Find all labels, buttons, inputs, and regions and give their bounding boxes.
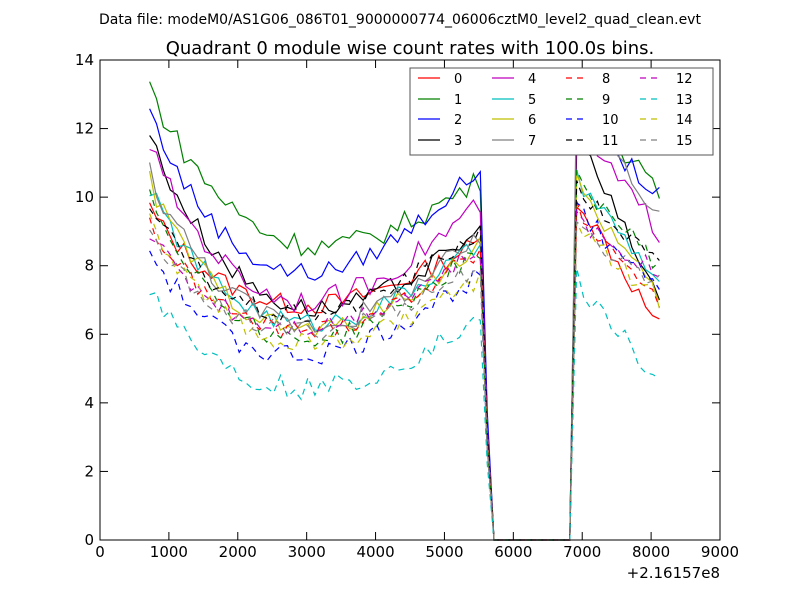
x-tick-label-6: 6000 [494,543,532,561]
legend-label-11: 11 [602,134,619,149]
x-tick-label-4: 4000 [356,543,394,561]
x-offset-label: +2.16157e8 [627,564,720,582]
y-tick-label-7: 14 [75,51,94,69]
series-line-12 [149,209,660,541]
series-line-15 [149,220,660,541]
legend-label-7: 7 [528,134,536,149]
plot-frame [99,59,721,541]
legend-box [409,67,714,156]
legend-label-1: 1 [454,93,462,108]
series-line-11 [149,180,660,541]
legend-label-13: 13 [676,93,693,108]
y-tick-label-3: 6 [84,325,94,343]
legend-label-12: 12 [676,72,693,87]
chart-suptitle: Data file: modeM0/AS1G06_086T01_90000007… [99,12,701,28]
legend-label-0: 0 [454,72,462,87]
y-tick-label-1: 2 [84,462,94,480]
legend-label-10: 10 [602,113,619,128]
legend-label-15: 15 [676,134,693,149]
x-tick-label-8: 8000 [632,543,670,561]
legend-label-9: 9 [602,93,610,108]
series-line-6 [149,170,660,541]
legend-label-14: 14 [676,113,693,128]
series-line-10 [149,201,660,541]
legend-label-6: 6 [528,113,536,128]
x-tick-label-9: 9000 [701,543,739,561]
x-tick-label-3: 3000 [288,543,326,561]
ticks-layer: 0 1000 2000 3000 4000 5000 6000 7000 8000 9000 0 2 4… [75,51,739,561]
legend-label-3: 3 [454,134,462,149]
x-tick-label-2: 2000 [219,543,257,561]
y-tick-label-2: 4 [84,394,94,412]
series-line-8 [149,200,660,541]
legend-label-8: 8 [602,72,610,87]
x-tick-label-0: 0 [95,543,105,561]
x-tick-label-5: 5000 [425,543,463,561]
legend-label-5: 5 [528,93,536,108]
y-tick-label-6: 12 [75,120,94,138]
y-tick-label-5: 10 [75,188,94,206]
chart-title: Quadrant 0 module wise count rates with … [166,38,655,59]
series-layer [149,80,660,541]
series-line-14 [149,213,660,541]
y-tick-label-0: 0 [84,531,94,549]
y-tick-label-4: 8 [84,257,94,275]
x-tick-label-1: 1000 [150,543,188,561]
x-tick-label-7: 7000 [563,543,601,561]
series-line-9 [149,169,660,541]
legend-label-4: 4 [528,72,536,87]
legend-label-2: 2 [454,113,462,128]
